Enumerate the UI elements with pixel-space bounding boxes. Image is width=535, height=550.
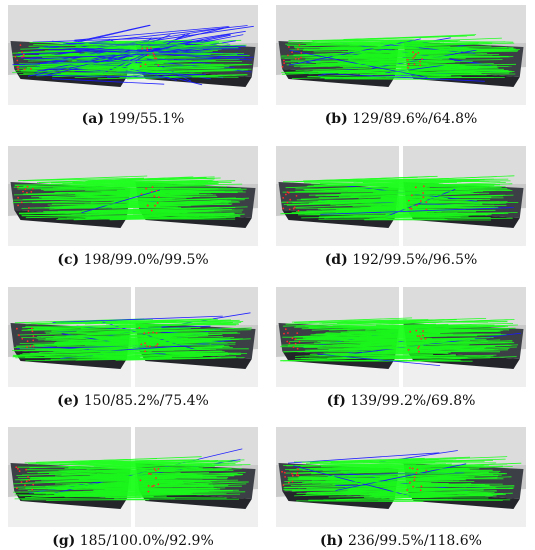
- caption-d: (d) 192/99.5%/96.5%: [276, 251, 526, 269]
- caption-label-d: (d): [324, 252, 348, 268]
- match-image-g: [8, 427, 258, 527]
- caption-label-c: (c): [57, 252, 80, 268]
- panel-c: (c) 198/99.0%/99.5%: [8, 146, 258, 268]
- match-image-c: [8, 146, 258, 246]
- match-image-f: [276, 287, 526, 387]
- match-canvas-c: [8, 146, 258, 246]
- caption-label-g: (g): [52, 533, 76, 549]
- panel-g: (g) 185/100.0%/92.9%: [8, 427, 258, 549]
- caption-b: (b) 129/89.6%/64.8%: [276, 110, 526, 128]
- match-canvas-e: [8, 287, 258, 387]
- match-image-h: [276, 427, 526, 527]
- panel-a: (a) 199/55.1%: [8, 5, 258, 127]
- panel-b: (b) 129/89.6%/64.8%: [276, 5, 526, 127]
- caption-h: (h) 236/99.5%/118.6%: [276, 532, 526, 550]
- caption-value-b: 129/89.6%/64.8%: [352, 111, 478, 127]
- match-canvas-h: [276, 427, 526, 527]
- caption-value-d: 192/99.5%/96.5%: [352, 252, 478, 268]
- match-image-b: [276, 5, 526, 105]
- match-canvas-a: [8, 5, 258, 105]
- caption-c: (c) 198/99.0%/99.5%: [8, 251, 258, 269]
- caption-f: (f) 139/99.2%/69.8%: [276, 392, 526, 410]
- match-image-e: [8, 287, 258, 387]
- caption-label-a: (a): [81, 111, 104, 127]
- match-canvas-g: [8, 427, 258, 527]
- caption-label-b: (b): [324, 111, 348, 127]
- panel-e: (e) 150/85.2%/75.4%: [8, 287, 258, 409]
- caption-value-h: 236/99.5%/118.6%: [347, 533, 482, 549]
- caption-value-g: 185/100.0%/92.9%: [79, 533, 214, 549]
- panel-d: (d) 192/99.5%/96.5%: [276, 146, 526, 268]
- caption-label-f: (f): [326, 393, 346, 409]
- match-image-a: [8, 5, 258, 105]
- panel-f: (f) 139/99.2%/69.8%: [276, 287, 526, 409]
- caption-value-e: 150/85.2%/75.4%: [83, 393, 209, 409]
- match-canvas-d: [276, 146, 526, 246]
- caption-value-a: 199/55.1%: [108, 111, 185, 127]
- caption-label-e: (e): [57, 393, 80, 409]
- caption-label-h: (h): [320, 533, 344, 549]
- caption-value-f: 139/99.2%/69.8%: [350, 393, 476, 409]
- match-canvas-b: [276, 5, 526, 105]
- caption-g: (g) 185/100.0%/92.9%: [8, 532, 258, 550]
- match-image-d: [276, 146, 526, 246]
- match-canvas-f: [276, 287, 526, 387]
- panel-h: (h) 236/99.5%/118.6%: [276, 427, 526, 549]
- caption-a: (a) 199/55.1%: [8, 110, 258, 128]
- caption-e: (e) 150/85.2%/75.4%: [8, 392, 258, 410]
- caption-value-c: 198/99.0%/99.5%: [83, 252, 209, 268]
